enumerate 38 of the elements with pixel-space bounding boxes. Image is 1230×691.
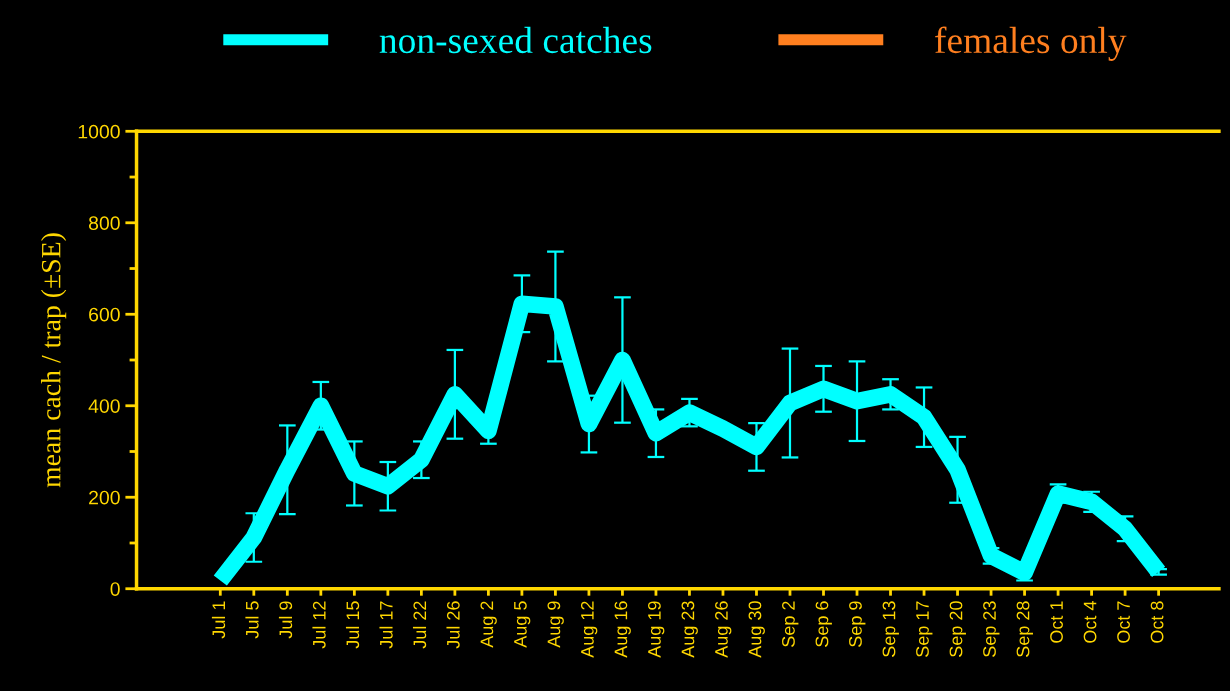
- x-tick-label: Aug 12: [580, 601, 598, 658]
- y-tick-label: 1000: [78, 124, 120, 139]
- x-tick-label: Aug 2: [480, 601, 497, 648]
- x-tick-label: Aug 26: [715, 601, 732, 658]
- x-tick-label: Sep 13: [882, 601, 899, 657]
- x-tick-label: Oct 1: [1050, 601, 1063, 643]
- x-tick-label: Sep 28: [1016, 601, 1033, 657]
- x-tick-label: Sep 9: [849, 601, 866, 647]
- x-tick-label: Jul 26: [446, 601, 460, 649]
- x-tick-label: Jul 15: [345, 601, 360, 649]
- x-tick-label: Aug 9: [547, 601, 564, 648]
- x-tick-label: Jul 17: [379, 601, 393, 649]
- x-tick-label: Aug 5: [514, 601, 531, 648]
- x-tick-label: Oct 8: [1150, 601, 1164, 643]
- x-tick-label: Aug 16: [614, 601, 631, 658]
- x-tick-label: Jul 22: [412, 601, 427, 649]
- x-tick-label: Aug 30: [748, 601, 765, 658]
- x-tick-label: Oct 7: [1117, 601, 1130, 643]
- x-tick-label: Jul 12: [312, 601, 326, 649]
- legend-label: females only: [935, 26, 1127, 61]
- y-tick-label: 600: [89, 307, 120, 322]
- x-tick-label: Aug 19: [648, 601, 665, 658]
- x-tick-label: Sep 17: [916, 601, 933, 657]
- x-tick-label: Jul 9: [278, 601, 293, 639]
- x-tick-label: Sep 2: [782, 601, 799, 647]
- y-axis-title: mean cach / trap (±SE): [41, 233, 67, 488]
- x-tick-label: Jul 5: [245, 601, 259, 639]
- x-tick-label: Sep 6: [815, 601, 832, 647]
- x-tick-label: Sep 20: [949, 601, 966, 657]
- y-tick-label: 800: [88, 216, 120, 231]
- y-tick-label: 400: [88, 399, 120, 413]
- legend-label: non-sexed catches: [379, 26, 652, 54]
- x-tick-label: Sep 23: [983, 601, 1000, 657]
- x-tick-label: Aug 23: [681, 601, 698, 658]
- y-tick-label: 200: [89, 490, 120, 505]
- x-tick-label: Oct 4: [1083, 601, 1097, 643]
- y-tick-label: 0: [110, 582, 120, 596]
- x-tick-label: Jul 1: [211, 601, 226, 639]
